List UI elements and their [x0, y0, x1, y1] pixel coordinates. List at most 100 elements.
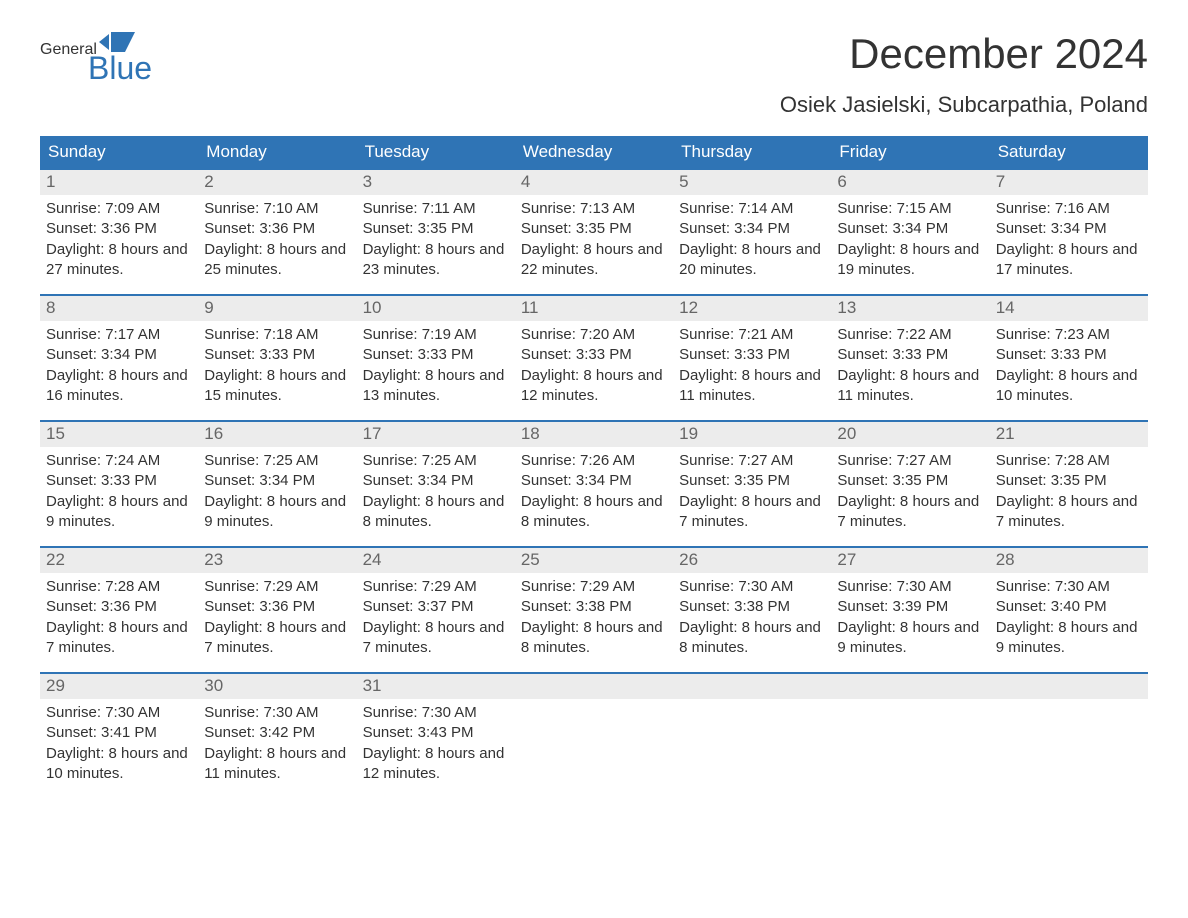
page-title: December 2024	[849, 30, 1148, 78]
day-cell: 28Sunrise: 7:30 AM Sunset: 3:40 PM Dayli…	[990, 548, 1148, 658]
day-number: 24	[357, 548, 515, 573]
day-number	[673, 674, 831, 699]
logo-word2: Blue	[88, 52, 152, 84]
day-cell: 19Sunrise: 7:27 AM Sunset: 3:35 PM Dayli…	[673, 422, 831, 532]
logo: General Blue	[40, 30, 152, 84]
day-details: Sunrise: 7:29 AM Sunset: 3:36 PM Dayligh…	[198, 573, 356, 658]
day-cell: 8Sunrise: 7:17 AM Sunset: 3:34 PM Daylig…	[40, 296, 198, 406]
day-cell	[831, 674, 989, 784]
day-cell: 26Sunrise: 7:30 AM Sunset: 3:38 PM Dayli…	[673, 548, 831, 658]
calendar: SundayMondayTuesdayWednesdayThursdayFrid…	[40, 136, 1148, 784]
day-number: 27	[831, 548, 989, 573]
day-details: Sunrise: 7:30 AM Sunset: 3:41 PM Dayligh…	[40, 699, 198, 784]
day-details: Sunrise: 7:11 AM Sunset: 3:35 PM Dayligh…	[357, 195, 515, 280]
day-details: Sunrise: 7:28 AM Sunset: 3:35 PM Dayligh…	[990, 447, 1148, 532]
day-cell: 18Sunrise: 7:26 AM Sunset: 3:34 PM Dayli…	[515, 422, 673, 532]
day-cell: 17Sunrise: 7:25 AM Sunset: 3:34 PM Dayli…	[357, 422, 515, 532]
day-cell: 15Sunrise: 7:24 AM Sunset: 3:33 PM Dayli…	[40, 422, 198, 532]
day-cell: 13Sunrise: 7:22 AM Sunset: 3:33 PM Dayli…	[831, 296, 989, 406]
day-cell: 20Sunrise: 7:27 AM Sunset: 3:35 PM Dayli…	[831, 422, 989, 532]
day-details: Sunrise: 7:28 AM Sunset: 3:36 PM Dayligh…	[40, 573, 198, 658]
day-cell: 31Sunrise: 7:30 AM Sunset: 3:43 PM Dayli…	[357, 674, 515, 784]
day-cell: 12Sunrise: 7:21 AM Sunset: 3:33 PM Dayli…	[673, 296, 831, 406]
day-number	[515, 674, 673, 699]
day-cell: 14Sunrise: 7:23 AM Sunset: 3:33 PM Dayli…	[990, 296, 1148, 406]
dow-friday: Friday	[831, 136, 989, 168]
day-details: Sunrise: 7:20 AM Sunset: 3:33 PM Dayligh…	[515, 321, 673, 406]
day-details: Sunrise: 7:24 AM Sunset: 3:33 PM Dayligh…	[40, 447, 198, 532]
day-cell: 5Sunrise: 7:14 AM Sunset: 3:34 PM Daylig…	[673, 170, 831, 280]
dow-saturday: Saturday	[990, 136, 1148, 168]
day-details: Sunrise: 7:23 AM Sunset: 3:33 PM Dayligh…	[990, 321, 1148, 406]
day-details: Sunrise: 7:17 AM Sunset: 3:34 PM Dayligh…	[40, 321, 198, 406]
day-cell: 3Sunrise: 7:11 AM Sunset: 3:35 PM Daylig…	[357, 170, 515, 280]
day-cell: 24Sunrise: 7:29 AM Sunset: 3:37 PM Dayli…	[357, 548, 515, 658]
day-details: Sunrise: 7:13 AM Sunset: 3:35 PM Dayligh…	[515, 195, 673, 280]
day-details: Sunrise: 7:27 AM Sunset: 3:35 PM Dayligh…	[673, 447, 831, 532]
day-cell: 10Sunrise: 7:19 AM Sunset: 3:33 PM Dayli…	[357, 296, 515, 406]
day-details: Sunrise: 7:18 AM Sunset: 3:33 PM Dayligh…	[198, 321, 356, 406]
dow-sunday: Sunday	[40, 136, 198, 168]
day-details: Sunrise: 7:27 AM Sunset: 3:35 PM Dayligh…	[831, 447, 989, 532]
day-cell: 27Sunrise: 7:30 AM Sunset: 3:39 PM Dayli…	[831, 548, 989, 658]
day-number: 10	[357, 296, 515, 321]
day-cell: 23Sunrise: 7:29 AM Sunset: 3:36 PM Dayli…	[198, 548, 356, 658]
dow-thursday: Thursday	[673, 136, 831, 168]
day-number: 22	[40, 548, 198, 573]
day-cell: 22Sunrise: 7:28 AM Sunset: 3:36 PM Dayli…	[40, 548, 198, 658]
day-number: 26	[673, 548, 831, 573]
week-row: 29Sunrise: 7:30 AM Sunset: 3:41 PM Dayli…	[40, 672, 1148, 784]
day-details: Sunrise: 7:19 AM Sunset: 3:33 PM Dayligh…	[357, 321, 515, 406]
day-details: Sunrise: 7:26 AM Sunset: 3:34 PM Dayligh…	[515, 447, 673, 532]
day-details: Sunrise: 7:29 AM Sunset: 3:38 PM Dayligh…	[515, 573, 673, 658]
day-details: Sunrise: 7:30 AM Sunset: 3:43 PM Dayligh…	[357, 699, 515, 784]
dow-monday: Monday	[198, 136, 356, 168]
day-cell: 9Sunrise: 7:18 AM Sunset: 3:33 PM Daylig…	[198, 296, 356, 406]
week-row: 8Sunrise: 7:17 AM Sunset: 3:34 PM Daylig…	[40, 294, 1148, 406]
day-number: 9	[198, 296, 356, 321]
day-details: Sunrise: 7:30 AM Sunset: 3:38 PM Dayligh…	[673, 573, 831, 658]
day-cell	[673, 674, 831, 784]
day-cell: 7Sunrise: 7:16 AM Sunset: 3:34 PM Daylig…	[990, 170, 1148, 280]
week-row: 1Sunrise: 7:09 AM Sunset: 3:36 PM Daylig…	[40, 168, 1148, 280]
day-cell: 30Sunrise: 7:30 AM Sunset: 3:42 PM Dayli…	[198, 674, 356, 784]
day-details: Sunrise: 7:15 AM Sunset: 3:34 PM Dayligh…	[831, 195, 989, 280]
day-details: Sunrise: 7:30 AM Sunset: 3:40 PM Dayligh…	[990, 573, 1148, 658]
day-number: 15	[40, 422, 198, 447]
day-number: 23	[198, 548, 356, 573]
day-cell: 25Sunrise: 7:29 AM Sunset: 3:38 PM Dayli…	[515, 548, 673, 658]
day-cell: 6Sunrise: 7:15 AM Sunset: 3:34 PM Daylig…	[831, 170, 989, 280]
day-details: Sunrise: 7:10 AM Sunset: 3:36 PM Dayligh…	[198, 195, 356, 280]
day-cell: 1Sunrise: 7:09 AM Sunset: 3:36 PM Daylig…	[40, 170, 198, 280]
day-number: 4	[515, 170, 673, 195]
dow-tuesday: Tuesday	[357, 136, 515, 168]
day-details: Sunrise: 7:25 AM Sunset: 3:34 PM Dayligh…	[198, 447, 356, 532]
day-number: 29	[40, 674, 198, 699]
day-cell: 2Sunrise: 7:10 AM Sunset: 3:36 PM Daylig…	[198, 170, 356, 280]
day-details: Sunrise: 7:30 AM Sunset: 3:39 PM Dayligh…	[831, 573, 989, 658]
day-number: 16	[198, 422, 356, 447]
day-number	[831, 674, 989, 699]
day-number: 7	[990, 170, 1148, 195]
day-number: 30	[198, 674, 356, 699]
day-number: 3	[357, 170, 515, 195]
day-number: 21	[990, 422, 1148, 447]
day-details: Sunrise: 7:25 AM Sunset: 3:34 PM Dayligh…	[357, 447, 515, 532]
location-subtitle: Osiek Jasielski, Subcarpathia, Poland	[40, 92, 1148, 118]
day-cell: 21Sunrise: 7:28 AM Sunset: 3:35 PM Dayli…	[990, 422, 1148, 532]
day-cell: 29Sunrise: 7:30 AM Sunset: 3:41 PM Dayli…	[40, 674, 198, 784]
day-details: Sunrise: 7:30 AM Sunset: 3:42 PM Dayligh…	[198, 699, 356, 784]
dow-wednesday: Wednesday	[515, 136, 673, 168]
day-number: 31	[357, 674, 515, 699]
day-details: Sunrise: 7:09 AM Sunset: 3:36 PM Dayligh…	[40, 195, 198, 280]
day-details: Sunrise: 7:29 AM Sunset: 3:37 PM Dayligh…	[357, 573, 515, 658]
day-number: 8	[40, 296, 198, 321]
day-number: 2	[198, 170, 356, 195]
week-row: 15Sunrise: 7:24 AM Sunset: 3:33 PM Dayli…	[40, 420, 1148, 532]
day-number: 14	[990, 296, 1148, 321]
day-cell	[515, 674, 673, 784]
day-number: 17	[357, 422, 515, 447]
day-details: Sunrise: 7:14 AM Sunset: 3:34 PM Dayligh…	[673, 195, 831, 280]
day-details: Sunrise: 7:21 AM Sunset: 3:33 PM Dayligh…	[673, 321, 831, 406]
day-of-week-header: SundayMondayTuesdayWednesdayThursdayFrid…	[40, 136, 1148, 168]
